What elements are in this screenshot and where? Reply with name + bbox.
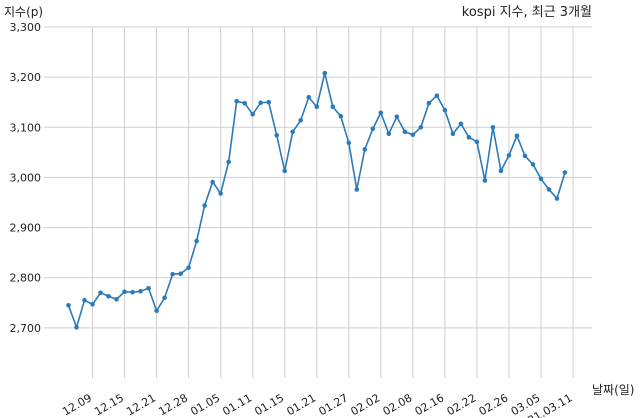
data-point [442,107,448,113]
data-point [82,297,87,303]
data-point [362,147,368,152]
x-tick-label: 12.09 [60,391,94,418]
x-tick-label: 12.28 [156,391,190,418]
x-tick-label: 12.21 [124,391,158,418]
x-tick-label: 02.26 [477,391,511,418]
data-point [154,308,159,314]
data-point [506,153,512,158]
data-point [266,99,272,105]
x-tick-label: 01.27 [317,391,351,418]
chart-title: kospi 지수, 최근 3개월 [462,5,592,20]
grid-lines [44,26,592,378]
data-point [426,100,432,106]
data-point [482,178,488,183]
data-point [186,265,191,270]
data-point [338,113,344,119]
x-axis-title: 날짜(일) [592,383,634,397]
data-point [538,176,544,182]
data-point [546,187,552,192]
data-point [314,104,320,110]
y-axis: 2,700 2,800 2,900 3,000 3,100 3,200 3,300 [10,21,42,335]
data-point [562,170,568,175]
x-axis: 12.0912.1512.2112.2801.0501.1101.1501.21… [60,391,574,418]
x-tick-label: 01.05 [188,391,222,418]
data-point [322,70,328,76]
data-point [498,168,504,174]
data-point [138,288,143,294]
x-tick-label: 01.21 [284,391,318,418]
data-point [130,289,135,295]
data-point [394,114,400,120]
data-point [234,98,239,104]
data-point [450,131,456,137]
data-points [66,70,568,330]
data-point [306,94,312,100]
x-tick-label: 01.15 [252,391,286,418]
data-point [194,238,199,244]
data-point [274,133,280,138]
data-point [98,290,103,296]
x-tick-label: 02.02 [349,391,383,418]
data-point [410,132,416,138]
y-tick-label: 3,000 [10,171,42,184]
data-point [346,140,352,146]
data-point [226,159,231,165]
x-tick-label: 12.15 [92,391,126,418]
data-point [522,153,528,159]
data-point [418,124,424,130]
x-tick-label: 02.16 [413,391,447,418]
data-point [74,325,79,330]
data-point [66,302,71,308]
y-tick-label: 3,100 [10,121,42,134]
data-point [386,131,392,137]
y-tick-label: 3,300 [10,21,42,34]
x-tick-label: 02.22 [445,391,479,418]
x-tick-label: 02.08 [381,391,415,418]
data-point [378,110,384,116]
data-point [250,111,255,117]
data-point [90,301,95,307]
data-point [290,129,296,135]
data-point [458,121,464,127]
data-point [242,100,247,106]
data-point [530,162,536,167]
data-point [162,295,167,301]
data-point [298,117,304,123]
data-point [466,135,472,140]
data-point [146,285,151,291]
y-tick-label: 3,200 [10,71,42,84]
x-tick-label: 01.11 [220,391,254,418]
data-point [258,100,263,106]
data-point [218,191,223,196]
data-point [106,293,111,299]
data-point [434,93,440,98]
data-point [202,203,207,208]
data-point [354,187,360,192]
data-point [330,104,336,110]
y-tick-label: 2,900 [10,222,42,235]
data-point [170,271,175,277]
y-tick-label: 2,800 [10,272,42,285]
data-point [370,126,376,132]
data-point [114,296,119,302]
data-point [474,139,480,145]
data-point [210,179,215,185]
data-point [282,168,288,174]
data-point [402,129,408,135]
data-point [178,271,183,277]
y-axis-title: 지수(p) [4,5,43,19]
data-point [490,124,496,130]
data-point [554,196,560,201]
data-point [514,133,520,139]
y-tick-label: 2,700 [10,322,42,335]
data-point [122,289,127,295]
